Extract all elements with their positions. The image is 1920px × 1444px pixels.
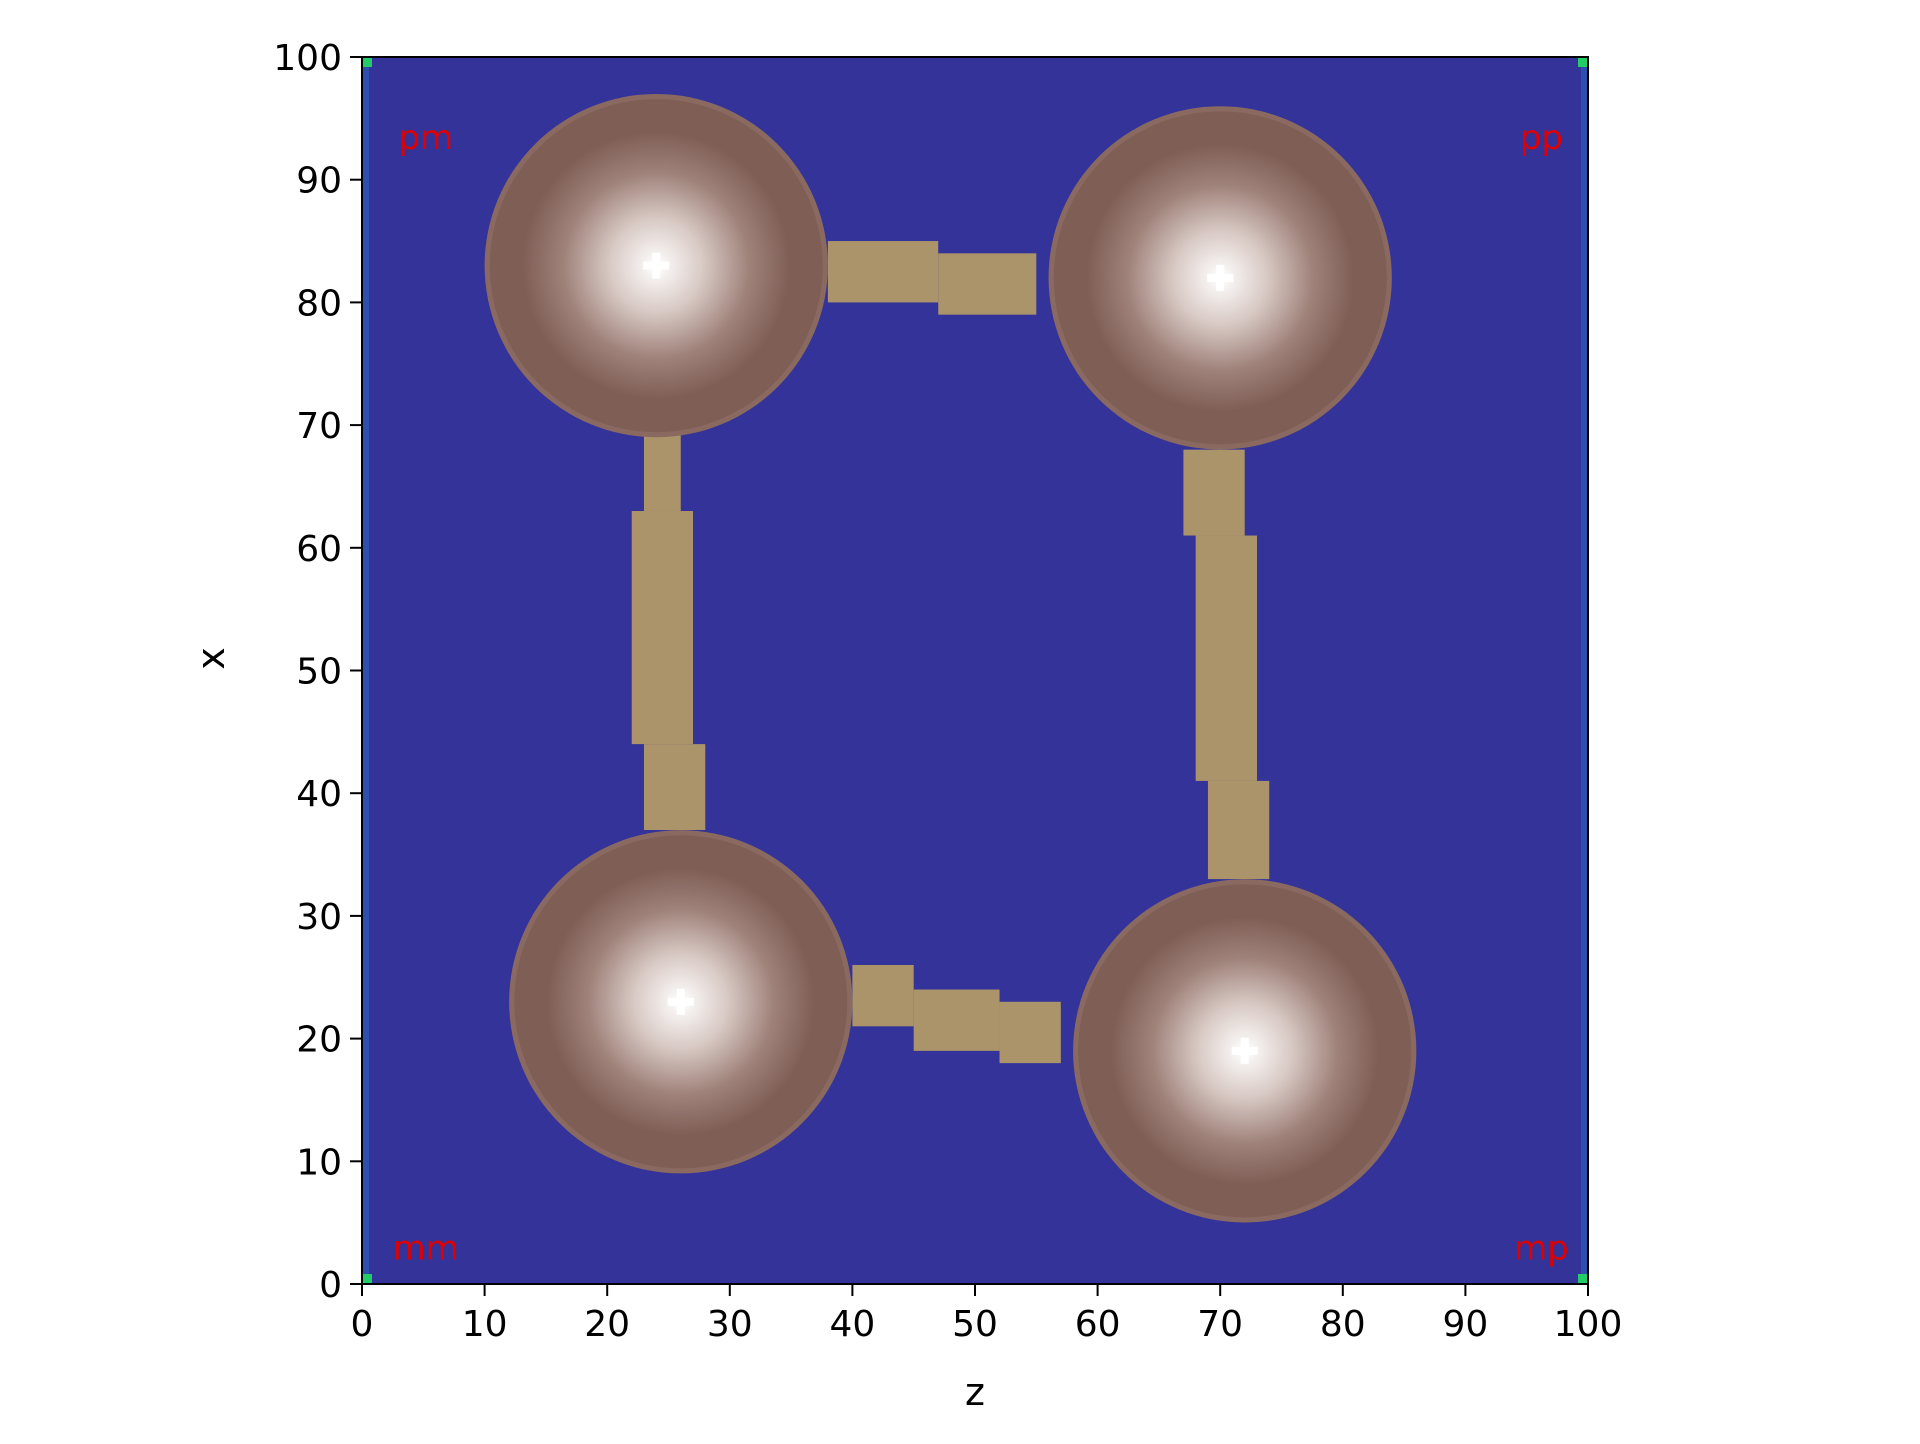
corner-marker [362,1274,372,1284]
y-tick-label: 10 [296,1142,342,1183]
x-tick-label: 80 [1320,1304,1366,1345]
blob-pp-marker-v [1216,264,1225,291]
corner-marker [362,57,372,67]
corner-label-mm: mm [393,1228,459,1268]
x-tick-label: 70 [1197,1304,1243,1345]
x-tick-label: 90 [1442,1304,1488,1345]
blob-mm-marker-v [676,988,685,1015]
x-tick-label: 50 [952,1304,998,1345]
corner-marker [1578,57,1588,67]
heatmap-edge-right [1581,57,1588,1284]
corner-marker [1578,1274,1588,1284]
y-tick-label: 0 [319,1265,342,1306]
bond-segment [643,744,706,831]
y-axis-label: x [189,647,233,670]
y-tick-label: 60 [296,529,342,570]
y-tick-label: 40 [296,774,342,815]
corner-label-pm: pm [398,118,453,158]
blob-mp-marker-v [1240,1037,1249,1064]
x-tick-label: 0 [351,1304,374,1345]
corner-label-pp: pp [1520,118,1563,158]
blob-pm-marker-v [652,252,661,279]
y-tick-label: 50 [296,652,342,693]
x-tick-label: 20 [584,1304,630,1345]
bond-segment [827,241,939,303]
bond-segment [938,253,1037,315]
bond-segment [643,425,681,511]
axis-ticks: 0 10 20 30 40 50 60 70 80 90 100 0 10 20 30 40 50 60 70 80 9… [273,38,1622,1345]
bond-segment [631,510,694,745]
x-tick-label: 10 [462,1304,508,1345]
x-tick-label: 30 [707,1304,753,1345]
heatmap-edge-left [362,57,369,1284]
bond-segment [852,964,914,1027]
y-tick-label: 100 [273,38,342,79]
bond-segment [1183,449,1245,536]
x-tick-label: 40 [829,1304,875,1345]
y-tick-label: 70 [296,406,342,447]
plot-area: pm pp mm mp [362,57,1588,1284]
bond-segment [913,989,1000,1051]
x-tick-label: 100 [1554,1304,1623,1345]
bond-segment [1207,780,1270,880]
bond-segment [1195,535,1257,781]
corner-label-mp: mp [1514,1228,1569,1268]
x-tick-label: 60 [1075,1304,1121,1345]
x-axis-label: z [965,1370,985,1414]
y-tick-label: 20 [296,1020,342,1061]
y-tick-label: 90 [296,161,342,202]
bond-segment [999,1001,1061,1064]
y-tick-label: 80 [296,283,342,324]
y-tick-label: 30 [296,897,342,938]
